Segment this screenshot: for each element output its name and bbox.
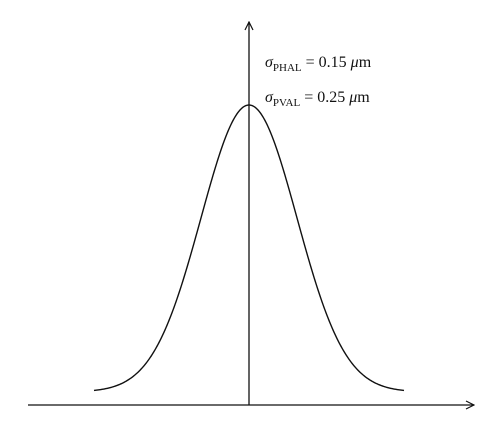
sigma-symbol: σ [265,54,273,71]
annotation-subscript: PHAL [272,62,302,74]
annotation-subscript: PVAL [272,97,301,109]
annotation-pval: σPVAL = 0.25 μm [265,89,370,109]
unit-prefix: μ [350,54,359,71]
unit-prefix: μ [349,89,358,106]
unit: m [358,54,372,71]
annotation-value: 0.15 [318,54,347,71]
annotation-phal: σPHAL = 0.15 μm [265,54,372,74]
sigma-symbol: σ [265,89,273,106]
annotation-value: 0.25 [317,89,346,106]
equals-sign: = [304,89,314,106]
equals-sign: = [305,54,315,71]
unit: m [357,89,370,106]
gaussian-curve [93,104,405,392]
